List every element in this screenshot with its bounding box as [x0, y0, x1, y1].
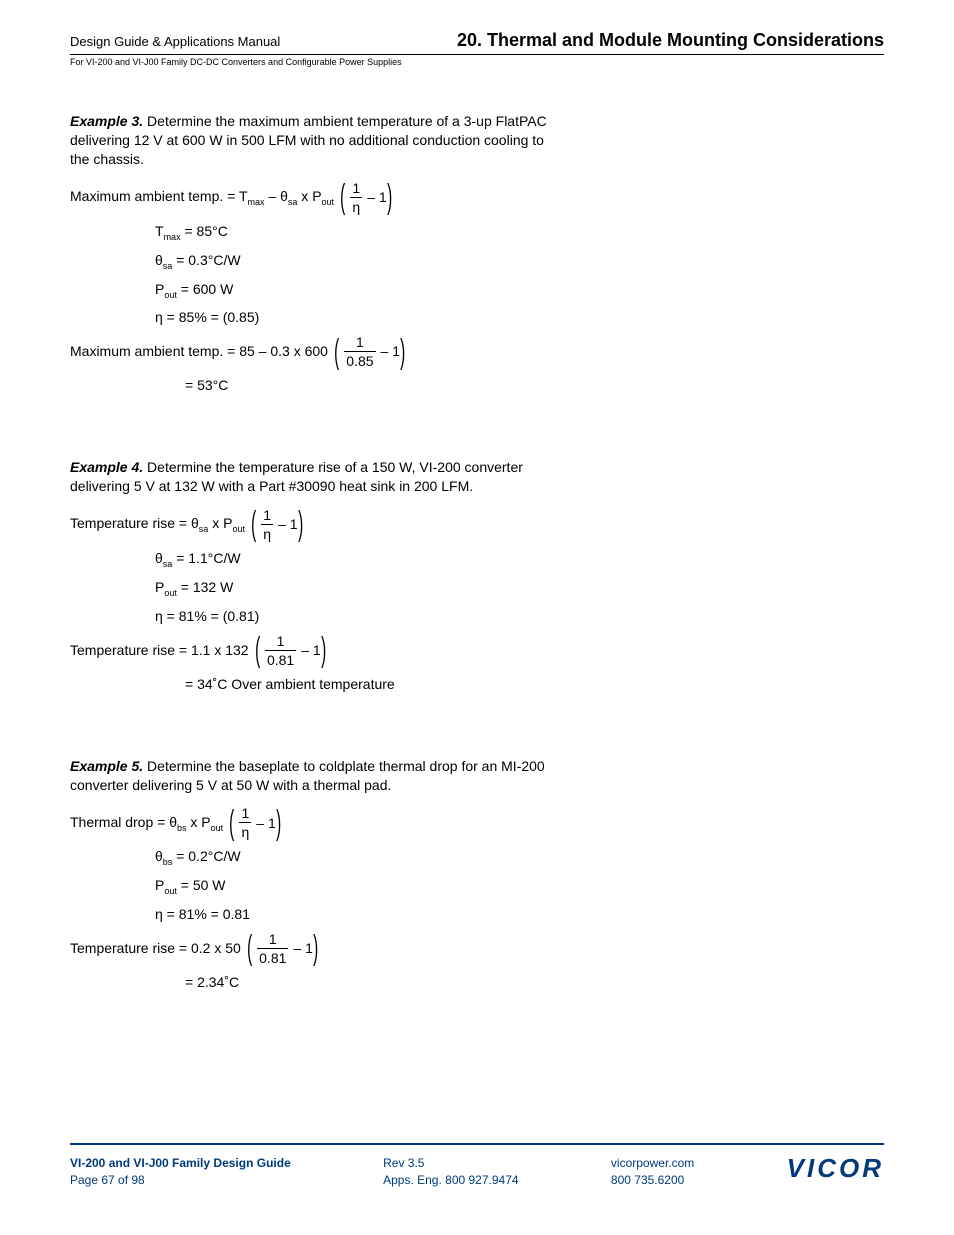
- ex3-eq1-paren: ( 1η – 1 ): [340, 181, 392, 214]
- ex4-eta: η = 81% = (0.81): [70, 607, 550, 626]
- ex3-result: = 53°C: [70, 376, 550, 395]
- ex5-eq2: Temperature rise = 0.2 x 50 ( 10.81 – 1 …: [70, 932, 550, 965]
- ex4-label: Example 4.: [70, 459, 143, 475]
- ex4-eq1: Temperature rise = θsa x Pout ( 1η – 1 ): [70, 508, 550, 541]
- ex5-intro: Example 5. Determine the baseplate to co…: [70, 757, 550, 795]
- ex4-eq2: Temperature rise = 1.1 x 132 ( 10.81 – 1…: [70, 634, 550, 667]
- footer-col-1: VI-200 and VI-J00 Family Design Guide Pa…: [70, 1155, 291, 1189]
- ex4-intro: Example 4. Determine the temperature ris…: [70, 458, 550, 496]
- ex3-intro: Example 3. Determine the maximum ambient…: [70, 112, 550, 169]
- footer-col-2: Rev 3.5 Apps. Eng. 800 927.9474: [383, 1155, 518, 1189]
- ex3-tmax: Tmax = 85°C: [70, 222, 550, 243]
- ex5-label: Example 5.: [70, 758, 143, 774]
- footer-col-3: vicorpower.com 800 735.6200: [611, 1155, 694, 1189]
- ex3-pout: Pout = 600 W: [70, 280, 550, 301]
- ex5-result: = 2.34˚C: [70, 973, 550, 992]
- example-3: Example 3. Determine the maximum ambient…: [70, 112, 550, 395]
- ex5-eq1: Thermal drop = θbs x Pout ( 1η – 1 ): [70, 806, 550, 839]
- header-right: 20. Thermal and Module Mounting Consider…: [457, 30, 884, 51]
- example-5: Example 5. Determine the baseplate to co…: [70, 757, 550, 992]
- header-rule: [70, 54, 884, 55]
- page-body: Example 3. Determine the maximum ambient…: [70, 112, 550, 992]
- ex3-eq2: Maximum ambient temp. = 85 – 0.3 x 600 (…: [70, 335, 550, 368]
- page-header: Design Guide & Applications Manual 20. T…: [70, 30, 884, 67]
- ex5-theta: θbs = 0.2°C/W: [70, 847, 550, 868]
- footer-rule: [70, 1143, 884, 1145]
- document-page: Design Guide & Applications Manual 20. T…: [0, 0, 954, 1235]
- header-sub: For VI-200 and VI-J00 Family DC-DC Conve…: [70, 57, 884, 67]
- vicor-logo: VICOR: [787, 1155, 884, 1181]
- ex4-pout: Pout = 132 W: [70, 578, 550, 599]
- example-4: Example 4. Determine the temperature ris…: [70, 458, 550, 693]
- ex3-eta: η = 85% = (0.85): [70, 308, 550, 327]
- ex3-eq1-text: Maximum ambient temp. = Tmax – θsa x Pou…: [70, 187, 334, 208]
- page-footer: VI-200 and VI-J00 Family Design Guide Pa…: [70, 1143, 884, 1189]
- ex3-eq1: Maximum ambient temp. = Tmax – θsa x Pou…: [70, 181, 550, 214]
- ex3-label: Example 3.: [70, 113, 143, 129]
- ex4-theta: θsa = 1.1°C/W: [70, 549, 550, 570]
- header-left: Design Guide & Applications Manual: [70, 34, 280, 49]
- ex4-result: = 34˚C Over ambient temperature: [70, 675, 550, 694]
- ex5-pout: Pout = 50 W: [70, 876, 550, 897]
- ex5-eta: η = 81% = 0.81: [70, 905, 550, 924]
- ex3-theta: θsa = 0.3°C/W: [70, 251, 550, 272]
